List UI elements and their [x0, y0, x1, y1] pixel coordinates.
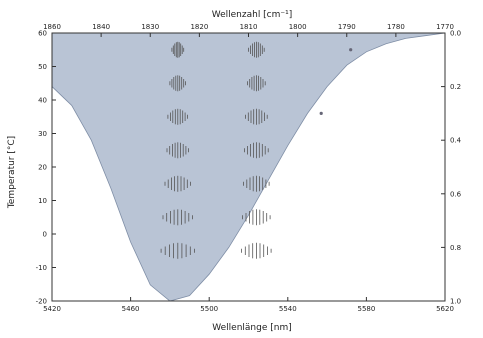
- y2-axis: 1.0 0.8 0.6 0.4 0.2 0.0: [441, 30, 462, 306]
- y2-tick-label: 0.2: [450, 83, 461, 91]
- x2-tick-label: 1780: [387, 23, 405, 31]
- y-tick-label: 20: [38, 164, 47, 172]
- x-tick-label: 5460: [122, 305, 140, 313]
- y-axis: -20 -10 0 10 20 30 40 50 60: [36, 30, 56, 306]
- y-tick-label: 0: [43, 231, 47, 239]
- x-tick-label: 5580: [357, 305, 375, 313]
- y-tick-label: 30: [38, 130, 47, 138]
- x2-tick-label: 1770: [436, 23, 454, 31]
- marker-point-0: [349, 48, 353, 52]
- x-axis: 5420 5460 5500 5540 5580 5620: [43, 297, 454, 313]
- y-axis-label: Temperatur [°C]: [7, 136, 17, 209]
- x2-tick-label: 1800: [289, 23, 307, 31]
- y2-tick-label: 0.4: [450, 137, 462, 145]
- x2-tick-label: 1820: [190, 23, 208, 31]
- x2-tick-label: 1840: [92, 23, 110, 31]
- y2-tick-label: 0.0: [450, 30, 461, 38]
- x2-axis: 1860 1840 1830 1820 1810 1800 1790 1780 1770: [43, 23, 454, 37]
- x-tick-label: 5540: [279, 305, 297, 313]
- y-tick-label: 60: [38, 30, 47, 38]
- x2-axis-label: Wellenzahl [cm⁻¹]: [212, 10, 293, 20]
- y2-tick-label: 0.8: [450, 244, 461, 252]
- x-tick-label: 5620: [436, 305, 454, 313]
- x-tick-label: 5420: [43, 305, 61, 313]
- marker-point-1: [319, 111, 323, 115]
- x2-tick-label: 1830: [141, 23, 159, 31]
- x-tick-label: 5500: [200, 305, 218, 313]
- x-axis-label: Wellenlänge [nm]: [212, 323, 291, 333]
- plot-area: [51, 32, 446, 302]
- y-tick-label: -10: [36, 264, 47, 272]
- transmission-area: [51, 32, 446, 302]
- y2-tick-label: 0.6: [450, 190, 462, 198]
- x2-tick-label: 1810: [240, 23, 258, 31]
- y-tick-label: 40: [38, 97, 47, 105]
- y2-tick-label: 1.0: [450, 298, 461, 306]
- y-tick-label: 10: [38, 197, 47, 205]
- y-tick-label: -20: [36, 298, 47, 306]
- x2-tick-label: 1860: [43, 23, 61, 31]
- y-tick-label: 50: [38, 63, 47, 71]
- x2-tick-label: 1790: [338, 23, 356, 31]
